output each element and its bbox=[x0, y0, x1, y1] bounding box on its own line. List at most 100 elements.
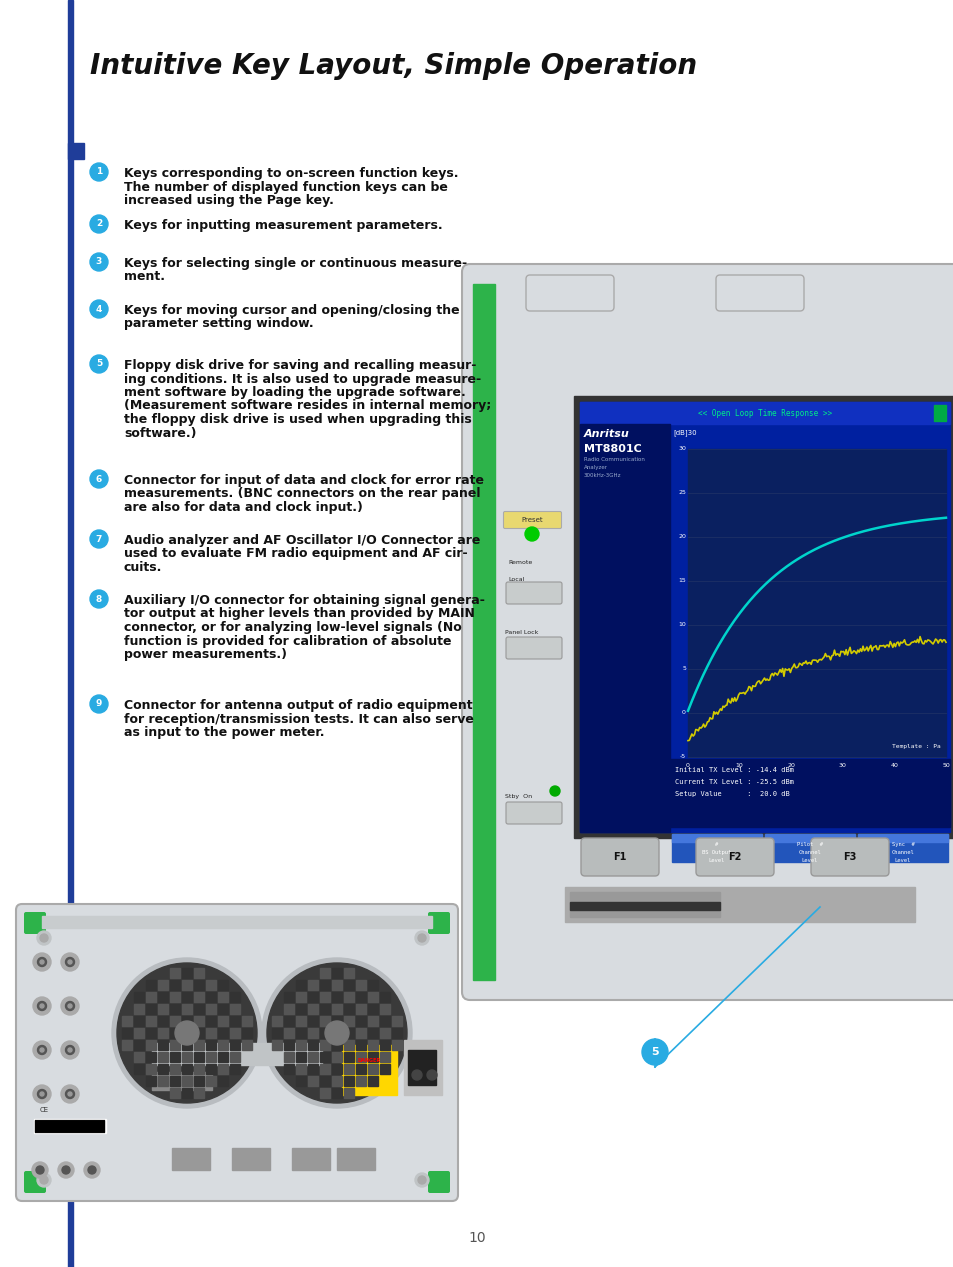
Text: 7: 7 bbox=[95, 535, 102, 544]
Bar bbox=[344, 979, 354, 990]
Bar bbox=[355, 1016, 366, 1026]
Bar bbox=[218, 1028, 228, 1038]
Bar bbox=[569, 892, 720, 917]
Bar bbox=[319, 1003, 330, 1014]
Bar bbox=[83, 1120, 84, 1131]
Text: parameter setting window.: parameter setting window. bbox=[124, 318, 314, 331]
Bar bbox=[45, 1120, 46, 1131]
Bar bbox=[319, 1076, 330, 1086]
Bar bbox=[170, 1040, 180, 1050]
Bar bbox=[230, 1016, 240, 1026]
Text: as input to the power meter.: as input to the power meter. bbox=[124, 726, 324, 739]
Bar bbox=[81, 1120, 82, 1131]
Text: Level: Level bbox=[708, 858, 724, 863]
Bar bbox=[87, 1120, 88, 1131]
Bar bbox=[355, 1076, 366, 1086]
Bar bbox=[344, 1052, 354, 1062]
Bar bbox=[344, 1088, 354, 1098]
Bar bbox=[332, 1088, 341, 1098]
Bar bbox=[122, 1040, 132, 1050]
Circle shape bbox=[66, 1045, 74, 1054]
Bar bbox=[35, 1120, 36, 1131]
Bar bbox=[34, 1119, 106, 1133]
Circle shape bbox=[90, 163, 108, 181]
Bar bbox=[193, 1016, 204, 1026]
Bar bbox=[341, 1045, 396, 1095]
Text: Audio analyzer and AF Oscillator I/O Connector are: Audio analyzer and AF Oscillator I/O Con… bbox=[124, 533, 480, 547]
Bar bbox=[133, 1064, 144, 1074]
Bar bbox=[170, 1076, 180, 1086]
Bar bbox=[182, 1076, 192, 1086]
Bar bbox=[170, 1064, 180, 1074]
Bar bbox=[218, 979, 228, 990]
Circle shape bbox=[415, 1173, 429, 1187]
Bar bbox=[344, 1064, 354, 1074]
Text: 3: 3 bbox=[95, 257, 102, 266]
Bar bbox=[308, 1052, 317, 1062]
Bar bbox=[319, 1064, 330, 1074]
Circle shape bbox=[36, 1166, 44, 1175]
Bar bbox=[687, 449, 945, 756]
Text: 10: 10 bbox=[678, 622, 685, 627]
Circle shape bbox=[33, 997, 51, 1015]
Bar bbox=[146, 1076, 156, 1086]
Circle shape bbox=[262, 958, 412, 1109]
Bar bbox=[669, 759, 949, 827]
Text: Keys for selecting single or continuous measure-: Keys for selecting single or continuous … bbox=[124, 257, 467, 270]
Text: BS Output: BS Output bbox=[701, 850, 731, 855]
Bar bbox=[182, 1016, 192, 1026]
Bar bbox=[379, 1003, 390, 1014]
Bar bbox=[43, 1120, 44, 1131]
Bar bbox=[146, 1028, 156, 1038]
Circle shape bbox=[66, 958, 74, 967]
Bar bbox=[218, 992, 228, 1002]
Circle shape bbox=[417, 934, 426, 941]
Circle shape bbox=[66, 1090, 74, 1098]
Text: Panel Lock: Panel Lock bbox=[504, 630, 537, 635]
Bar bbox=[284, 1016, 294, 1026]
Bar bbox=[242, 1016, 252, 1026]
Bar bbox=[671, 834, 761, 843]
Bar bbox=[193, 1040, 204, 1050]
Bar bbox=[193, 1076, 204, 1086]
Circle shape bbox=[427, 1071, 436, 1079]
Text: Radio Communication: Radio Communication bbox=[583, 457, 644, 462]
Circle shape bbox=[112, 958, 262, 1109]
Bar bbox=[133, 1052, 144, 1062]
Text: Level: Level bbox=[894, 858, 910, 863]
Bar bbox=[272, 1016, 282, 1026]
Text: 8: 8 bbox=[95, 594, 102, 603]
Bar bbox=[295, 979, 306, 990]
Text: 30: 30 bbox=[838, 763, 846, 768]
Bar bbox=[69, 1120, 70, 1131]
Bar bbox=[857, 834, 947, 843]
Bar bbox=[170, 1003, 180, 1014]
Bar bbox=[392, 1040, 401, 1050]
Text: the floppy disk drive is used when upgrading this: the floppy disk drive is used when upgra… bbox=[124, 413, 471, 426]
FancyBboxPatch shape bbox=[505, 582, 561, 604]
Bar bbox=[284, 1064, 294, 1074]
Text: 10: 10 bbox=[735, 763, 742, 768]
Circle shape bbox=[90, 530, 108, 549]
Bar bbox=[764, 834, 854, 843]
Text: 5: 5 bbox=[681, 666, 685, 672]
Bar bbox=[332, 1064, 341, 1074]
Bar bbox=[158, 1016, 168, 1026]
Text: for reception/transmission tests. It can also serve: for reception/transmission tests. It can… bbox=[124, 712, 474, 726]
Bar bbox=[53, 1120, 54, 1131]
Text: function is provided for calibration of absolute: function is provided for calibration of … bbox=[124, 635, 451, 647]
Text: MT8801C: MT8801C bbox=[583, 443, 641, 454]
Bar bbox=[295, 1028, 306, 1038]
Circle shape bbox=[68, 1003, 71, 1009]
Bar bbox=[368, 979, 377, 990]
Bar bbox=[63, 1120, 64, 1131]
Bar bbox=[368, 1040, 377, 1050]
Bar bbox=[170, 1016, 180, 1026]
Bar bbox=[319, 1040, 330, 1050]
Bar bbox=[182, 1088, 192, 1098]
Text: Keys for inputting measurement parameters.: Keys for inputting measurement parameter… bbox=[124, 219, 442, 232]
Bar bbox=[206, 1028, 215, 1038]
Bar bbox=[569, 902, 720, 910]
Text: measurements. (BNC connectors on the rear panel: measurements. (BNC connectors on the rea… bbox=[124, 488, 480, 500]
Bar bbox=[319, 1016, 330, 1026]
